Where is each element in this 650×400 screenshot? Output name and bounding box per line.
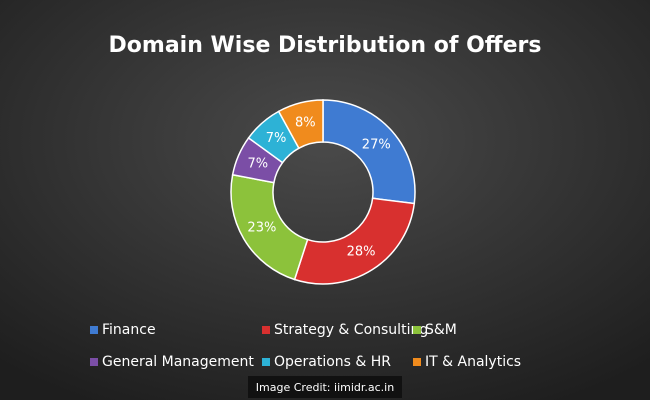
legend-swatch [413, 358, 421, 366]
legend-swatch [90, 358, 98, 366]
data-label: 7% [248, 156, 269, 171]
legend-swatch [413, 326, 421, 334]
data-label: 28% [347, 244, 376, 259]
data-label: 27% [362, 138, 391, 153]
legend-label: Strategy & Consulting [274, 322, 428, 338]
legend-label: Finance [102, 322, 156, 338]
legend-label: Operations & HR [274, 354, 391, 370]
legend-swatch [262, 326, 270, 334]
data-label: 7% [266, 131, 287, 146]
slice [293, 197, 416, 285]
credit-box [248, 376, 402, 398]
slice [277, 99, 324, 150]
data-label: 8% [295, 116, 316, 131]
legend-swatch [262, 358, 270, 366]
data-label: 23% [247, 221, 276, 236]
slice [322, 99, 416, 205]
chart-title: Domain Wise Distribution of Offers [109, 33, 542, 58]
legend-label: General Management [102, 354, 254, 370]
legend-label: IT & Analytics [425, 354, 521, 370]
legend-swatch [90, 326, 98, 334]
legend-label: S&M [425, 322, 457, 338]
credit: Image Credit: iimidr.ac.in [256, 381, 394, 394]
